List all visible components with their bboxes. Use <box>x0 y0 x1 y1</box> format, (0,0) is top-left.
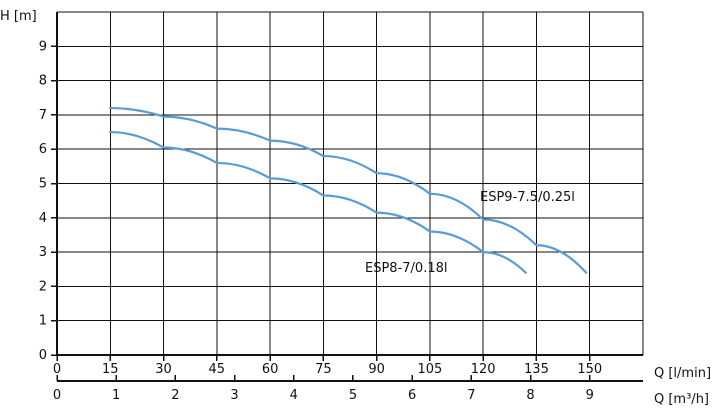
labels: H [m] Q [l/min] Q [m³/h] ESP9-7.5/0.25l … <box>0 9 711 407</box>
x2-tick-label: 0 <box>53 388 61 403</box>
x2-tick-label: 9 <box>586 388 594 403</box>
y-tick-label: 6 <box>39 142 47 157</box>
series <box>109 106 588 274</box>
x-tick-label: 30 <box>155 362 172 377</box>
y-tick-label: 2 <box>39 279 47 294</box>
y-tick-label: 0 <box>39 348 47 363</box>
y-tick-label: 1 <box>39 314 47 329</box>
y-tick-label: 4 <box>39 211 47 226</box>
x2-tick-label: 5 <box>349 388 357 403</box>
x2-tick-label: 3 <box>230 388 238 403</box>
x2-tick-label: 1 <box>112 388 120 403</box>
x-tick-label: 60 <box>262 362 279 377</box>
y-tick-label: 9 <box>39 39 47 54</box>
x2-tick-label: 8 <box>526 388 534 403</box>
x-tick-label: 135 <box>524 362 549 377</box>
x-tick-label: 15 <box>102 362 119 377</box>
x-axis-title: Q [l/min] <box>654 366 711 381</box>
x2-tick-label: 2 <box>171 388 179 403</box>
y-tick-label: 7 <box>39 108 47 123</box>
x2-tick-label: 7 <box>467 388 475 403</box>
curve-esp9 <box>109 106 588 274</box>
x-tick-label: 105 <box>417 362 442 377</box>
x-tick-label: 90 <box>368 362 385 377</box>
y-tick-label: 5 <box>39 177 47 192</box>
y-tick-label: 8 <box>39 74 47 89</box>
curve-esp8 <box>109 130 527 274</box>
y-axis-title: H [m] <box>0 9 37 24</box>
x-tick-label: 45 <box>209 362 226 377</box>
y-tick-label: 3 <box>39 245 47 260</box>
series-label-esp8: ESP8-7/0.18l <box>365 261 447 276</box>
grid <box>57 11 644 355</box>
x2-tick-label: 6 <box>408 388 416 403</box>
x-tick-label: 150 <box>577 362 602 377</box>
x2-tick-label: 4 <box>290 388 298 403</box>
series-label-esp9: ESP9-7.5/0.25l <box>480 190 575 205</box>
x-tick-label: 0 <box>53 362 61 377</box>
x-tick-label: 120 <box>471 362 496 377</box>
x2-axis-title: Q [m³/h] <box>654 392 709 407</box>
x-tick-label: 75 <box>315 362 332 377</box>
